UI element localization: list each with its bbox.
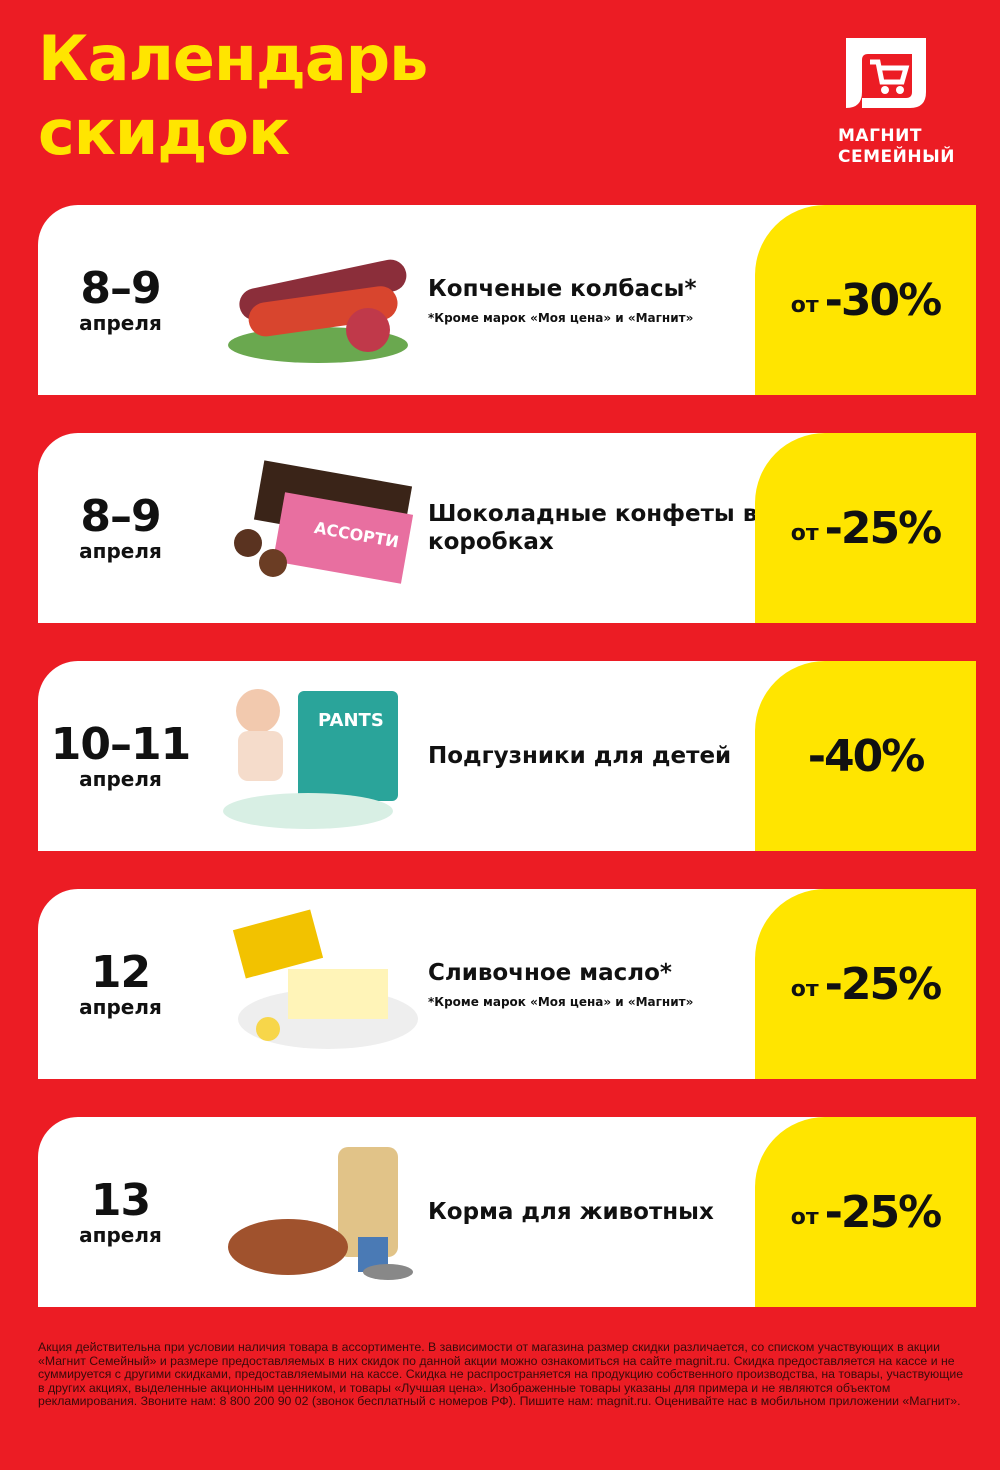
logo-line-2: СЕМЕЙНЫЙ (838, 147, 955, 167)
product-name: Подгузники для детей (428, 743, 732, 769)
title-line-1: Календарь (38, 22, 428, 95)
chocolate-box-image: АССОРТИ (218, 453, 418, 603)
discount-prefix: от (790, 976, 819, 1002)
date-block: 8–9 апреля (38, 433, 203, 623)
title-line-2: скидок (38, 96, 290, 169)
discount-value: -40% (807, 730, 926, 782)
discount-badge: от -30% (755, 205, 976, 395)
discount-badge: -40% (755, 661, 976, 851)
page-title: Календарь скидок (38, 22, 428, 170)
logo-line-1: МАГНИТ (838, 126, 922, 146)
cart-icon (846, 38, 926, 108)
sausages-image (218, 225, 418, 375)
discount-badge: от -25% (755, 889, 976, 1079)
date-block: 12 апреля (38, 889, 203, 1079)
footer-disclaimer: Акция действительна при условии наличия … (38, 1340, 964, 1409)
discount-card: 8–9 апреля Копченые колбасы* *Кроме марок … (38, 205, 976, 395)
product-name: Копченые колбасы* (428, 276, 697, 302)
discount-card: 12 апреля Сливочное масло* *Кроме марок «М… (38, 889, 976, 1079)
product-info: Сливочное масло* *Кроме марок «Моя цена» … (428, 889, 768, 1079)
date-month: апреля (79, 767, 162, 791)
product-info: Копченые колбасы* *Кроме марок «Моя цена»… (428, 205, 768, 395)
date-month: апреля (79, 995, 162, 1019)
discount-prefix: от (790, 292, 819, 318)
date-month: апреля (79, 311, 162, 335)
date-month: апреля (79, 539, 162, 563)
discount-badge: от -25% (755, 1117, 976, 1307)
product-note: *Кроме марок «Моя цена» и «Магнит» (428, 995, 694, 1009)
discount-card: 13 апреля Корма для животных от -25% (38, 1117, 976, 1307)
discount-value: -25% (824, 502, 943, 554)
discount-prefix: от (790, 1204, 819, 1230)
product-info: Шоколадные конфеты в коробках (428, 433, 768, 623)
date-days: 8–9 (80, 491, 161, 542)
discount-value: -30% (824, 274, 943, 326)
product-info: Корма для животных (428, 1117, 768, 1307)
discount-value: -25% (824, 958, 943, 1010)
pet-food-image (218, 1137, 418, 1287)
date-block: 10–11 апреля (38, 661, 203, 851)
magnit-logo: МАГНИТ СЕМЕЙНЫЙ (838, 32, 968, 168)
date-days: 12 (90, 947, 151, 998)
svg-text:PANTS: PANTS (318, 710, 384, 731)
diapers-image: PANTS (218, 681, 418, 831)
date-days: 8–9 (80, 263, 161, 314)
date-block: 8–9 апреля (38, 205, 203, 395)
date-days: 13 (90, 1175, 151, 1226)
butter-image (218, 909, 418, 1059)
date-block: 13 апреля (38, 1117, 203, 1307)
product-note: *Кроме марок «Моя цена» и «Магнит» (428, 311, 694, 325)
discount-badge: от -25% (755, 433, 976, 623)
product-name: Сливочное масло* (428, 960, 672, 986)
date-days: 10–11 (50, 719, 191, 770)
discount-card: 8–9 апреля АССОРТИ Шоколадные конфеты в к… (38, 433, 976, 623)
date-month: апреля (79, 1223, 162, 1247)
discount-value: -25% (824, 1186, 943, 1238)
product-name: Корма для животных (428, 1199, 714, 1225)
product-name: Шоколадные конфеты в коробках (428, 501, 758, 555)
product-info: Подгузники для детей (428, 661, 768, 851)
discount-prefix: от (790, 520, 819, 546)
discount-card: 10–11 апреля PANTS Подгузники для детей -… (38, 661, 976, 851)
